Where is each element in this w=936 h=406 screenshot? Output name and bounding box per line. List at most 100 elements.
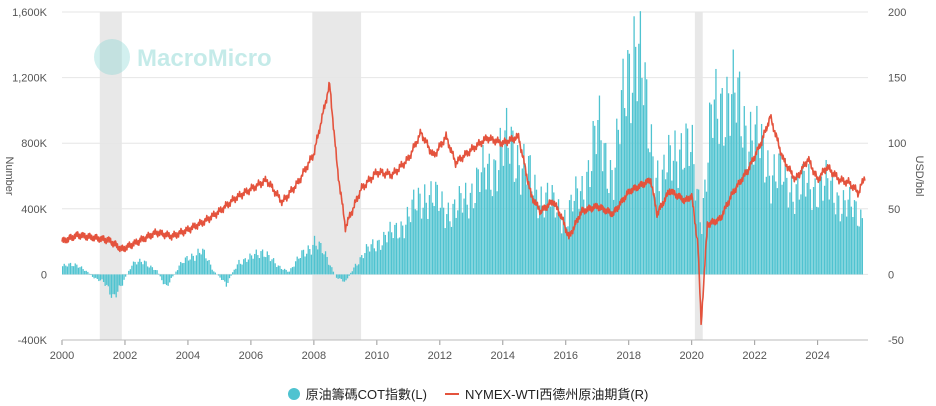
cot-bar xyxy=(227,274,229,283)
cot-bar xyxy=(778,153,780,275)
right-tick-label: 150 xyxy=(888,73,906,85)
cot-bar xyxy=(720,93,722,275)
cot-bar xyxy=(441,191,443,275)
cot-bar xyxy=(129,269,131,275)
cot-bar xyxy=(858,226,860,275)
cot-bar xyxy=(477,169,479,275)
cot-bar xyxy=(584,208,586,275)
cot-bar xyxy=(597,120,599,275)
cot-bar xyxy=(529,155,531,275)
cot-bar xyxy=(760,123,763,275)
cot-bar xyxy=(110,274,113,298)
left-tick-label: 800K xyxy=(21,138,47,150)
cot-bar xyxy=(606,188,608,275)
cot-bar xyxy=(249,253,251,275)
right-axis-title: USD/bbl xyxy=(913,156,925,197)
cot-bar xyxy=(499,127,501,275)
cot-bar xyxy=(408,216,410,275)
watermark-logo-icon xyxy=(94,39,130,75)
cot-bar xyxy=(653,197,656,275)
cot-bar xyxy=(575,176,577,275)
cot-bar xyxy=(455,217,457,275)
cot-bar xyxy=(669,145,671,275)
cot-bar xyxy=(161,274,163,281)
cot-bar xyxy=(268,255,270,275)
cot-bar xyxy=(595,154,597,275)
cot-bar xyxy=(356,265,358,275)
cot-bar xyxy=(236,264,239,275)
cot-bar xyxy=(609,160,612,275)
cot-bar xyxy=(66,266,69,275)
cot-bar xyxy=(272,258,275,275)
cot-bar xyxy=(312,244,314,275)
cot-bar xyxy=(357,264,360,275)
cot-bar xyxy=(800,194,802,275)
cot-bar xyxy=(738,71,741,275)
cot-bar xyxy=(151,267,154,275)
cot-bar xyxy=(855,201,857,275)
cot-bar xyxy=(213,271,215,275)
cot-bar xyxy=(513,181,516,275)
cot-bar xyxy=(805,196,807,275)
x-tick-label: 2016 xyxy=(554,350,578,362)
cot-bar xyxy=(721,88,723,275)
cot-bar xyxy=(827,178,829,275)
cot-bar xyxy=(823,185,826,275)
cot-bar xyxy=(644,62,646,275)
cot-bar xyxy=(299,258,302,275)
right-tick-label: 50 xyxy=(888,204,900,216)
cot-bar xyxy=(543,217,546,275)
x-tick-label: 2004 xyxy=(176,350,200,362)
cot-bar xyxy=(228,274,231,279)
cot-bar xyxy=(235,268,237,275)
cot-bar xyxy=(452,203,454,275)
cot-bar xyxy=(167,274,169,286)
cot-bar xyxy=(801,164,804,275)
cot-bar xyxy=(598,95,601,275)
cot-bar xyxy=(553,192,555,275)
cot-bar xyxy=(269,261,272,275)
legend-item-cot[interactable]: 原油籌碼COT指數(L) xyxy=(287,384,427,403)
cot-bar xyxy=(828,199,830,275)
cot-bar xyxy=(198,252,201,275)
legend-item-wti[interactable]: NYMEX-WTI西德州原油期貨(R) xyxy=(444,384,648,403)
cot-bar xyxy=(463,198,465,275)
left-tick-label: 1,600K xyxy=(12,7,48,19)
x-tick-label: 2014 xyxy=(491,350,515,362)
cot-bar xyxy=(112,274,114,295)
cot-bar xyxy=(631,92,634,275)
cot-bar xyxy=(395,222,398,275)
cot-bar xyxy=(816,206,818,275)
cot-bar xyxy=(825,159,827,275)
cot-bar xyxy=(642,105,645,275)
cot-bar xyxy=(379,249,382,275)
cot-bar xyxy=(335,274,338,278)
cot-bar xyxy=(716,118,719,275)
cot-bar xyxy=(438,210,440,275)
cot-bar xyxy=(176,270,179,275)
cot-bar xyxy=(789,192,791,275)
cot-bar xyxy=(707,162,709,275)
cot-bar xyxy=(576,188,579,275)
cot-bar xyxy=(326,256,328,275)
cot-bar xyxy=(623,108,626,275)
cot-bar xyxy=(217,274,220,276)
cot-bar xyxy=(472,208,475,275)
cot-bar xyxy=(298,258,300,275)
cot-bar xyxy=(768,175,771,275)
cot-bar xyxy=(124,274,127,277)
cot-bar xyxy=(175,271,177,275)
cot-bar xyxy=(509,163,511,275)
cot-bar xyxy=(436,184,438,275)
cot-bar xyxy=(737,77,739,275)
cot-bar xyxy=(184,257,187,275)
cot-bar xyxy=(583,199,585,275)
cot-bar xyxy=(790,176,793,275)
cot-bar xyxy=(608,193,610,275)
watermark-text: MacroMicro xyxy=(137,45,272,72)
cot-bar xyxy=(283,268,286,275)
cot-bar xyxy=(488,153,490,275)
cot-bar xyxy=(118,274,120,286)
cot-bar xyxy=(586,171,588,275)
legend-cot-label: 原油籌碼COT指數(L) xyxy=(305,387,427,402)
